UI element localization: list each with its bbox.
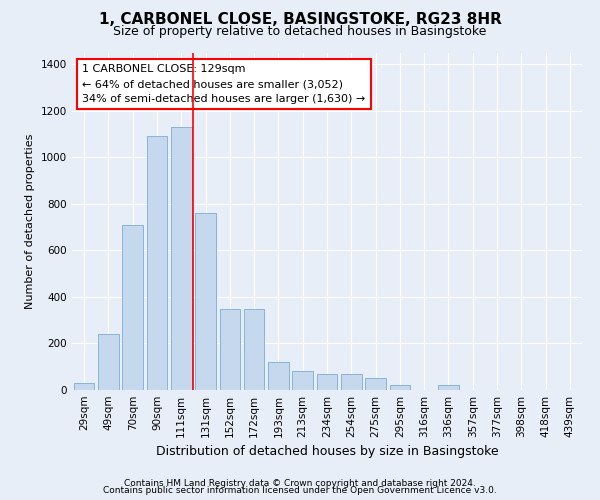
Bar xyxy=(389,386,410,390)
Text: Contains HM Land Registry data © Crown copyright and database right 2024.: Contains HM Land Registry data © Crown c… xyxy=(124,478,476,488)
Y-axis label: Number of detached properties: Number of detached properties xyxy=(25,134,35,309)
Bar xyxy=(146,136,167,390)
X-axis label: Distribution of detached houses by size in Basingstoke: Distribution of detached houses by size … xyxy=(155,446,499,458)
Bar xyxy=(365,378,386,390)
Bar xyxy=(268,362,289,390)
Bar xyxy=(438,386,459,390)
Text: Size of property relative to detached houses in Basingstoke: Size of property relative to detached ho… xyxy=(113,25,487,38)
Text: Contains public sector information licensed under the Open Government Licence v3: Contains public sector information licen… xyxy=(103,486,497,495)
Bar xyxy=(74,383,94,390)
Bar xyxy=(220,308,240,390)
Bar xyxy=(317,374,337,390)
Bar xyxy=(98,334,119,390)
Text: 1 CARBONEL CLOSE: 129sqm
← 64% of detached houses are smaller (3,052)
34% of sem: 1 CARBONEL CLOSE: 129sqm ← 64% of detach… xyxy=(82,64,365,104)
Bar xyxy=(195,213,216,390)
Bar xyxy=(292,372,313,390)
Bar xyxy=(122,224,143,390)
Bar xyxy=(244,308,265,390)
Text: 1, CARBONEL CLOSE, BASINGSTOKE, RG23 8HR: 1, CARBONEL CLOSE, BASINGSTOKE, RG23 8HR xyxy=(98,12,502,28)
Bar xyxy=(341,374,362,390)
Bar xyxy=(171,127,191,390)
